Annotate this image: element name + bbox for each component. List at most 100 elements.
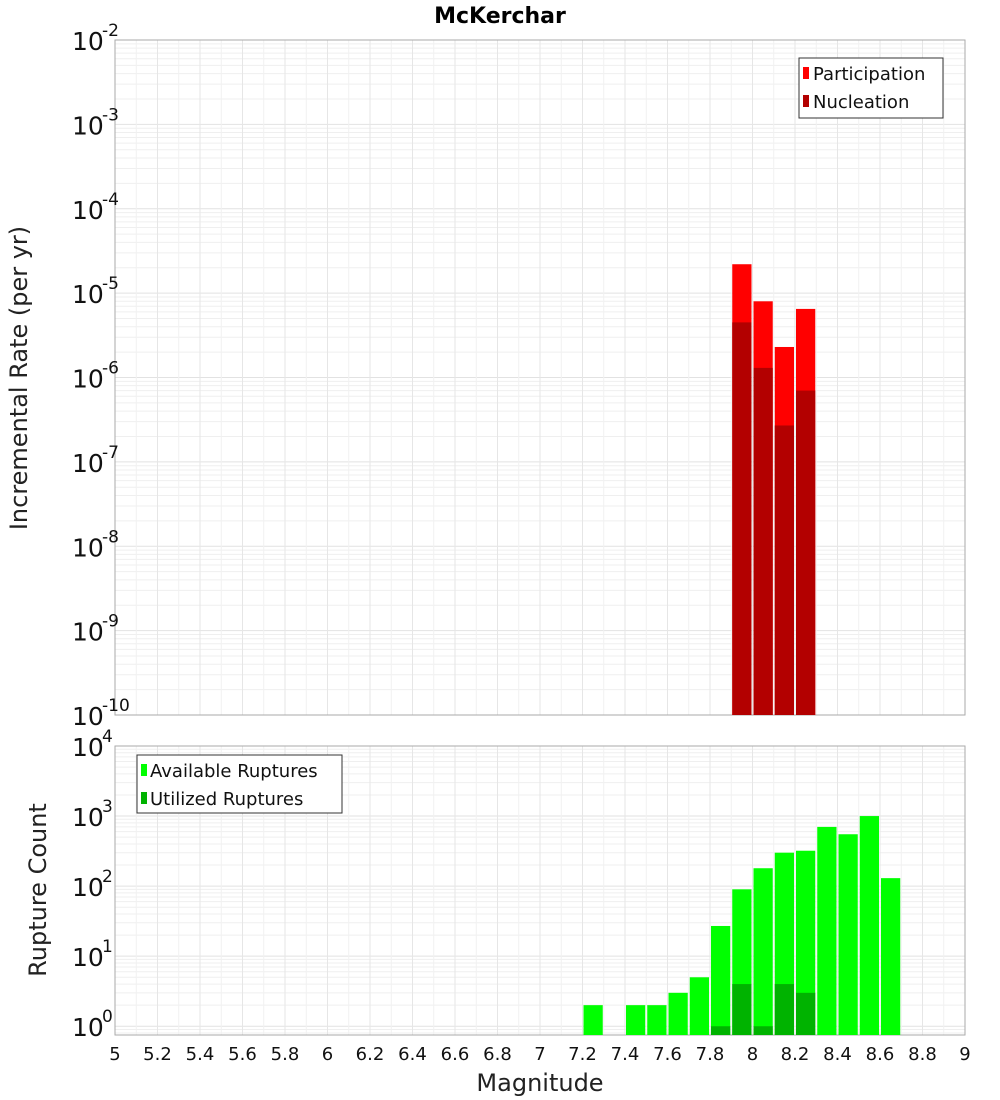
x-tick-label: 7.6 xyxy=(653,1044,682,1065)
bottom-y-tick-exponent: 4 xyxy=(102,727,113,747)
top-legend: Participation Nucleation xyxy=(798,57,944,119)
top-y-tick-exponent: -7 xyxy=(102,443,119,463)
x-tick-label: 6 xyxy=(322,1044,333,1065)
top-y-tick-exponent: -3 xyxy=(102,105,119,125)
top-nucleation-bar xyxy=(774,425,794,715)
top-y-tick-label: 10 xyxy=(72,196,104,225)
bottom-y-tick-label: 10 xyxy=(72,873,104,902)
x-tick-label: 8.6 xyxy=(866,1044,895,1065)
bottom-legend: Available Ruptures Utilized Ruptures xyxy=(136,754,343,814)
legend-label-available-ruptures: Available Ruptures xyxy=(150,761,318,782)
bottom-y-tick-label: 10 xyxy=(72,803,104,832)
top-y-tick: 10-9 xyxy=(72,612,119,647)
top-y-tick-exponent: -10 xyxy=(102,696,130,716)
bottom-available-ruptures-bar xyxy=(796,850,816,1035)
x-tick-label: 9 xyxy=(959,1044,970,1065)
top-y-tick-exponent: -2 xyxy=(102,21,119,41)
top-y-tick: 10-4 xyxy=(72,190,119,225)
bottom-utilized-ruptures-bar xyxy=(796,992,816,1035)
x-tick-label: 8 xyxy=(747,1044,758,1065)
top-y-tick-exponent: -6 xyxy=(102,359,119,379)
legend-label-nucleation: Nucleation xyxy=(813,92,909,113)
bottom-y-tick: 100 xyxy=(72,1007,113,1042)
bottom-legend-box xyxy=(136,754,343,814)
top-nucleation-bar xyxy=(732,322,752,715)
top-y-tick-exponent: -9 xyxy=(102,612,119,632)
bottom-y-axis-label: Rupture Count xyxy=(24,803,52,977)
top-y-tick: 10-5 xyxy=(72,274,119,309)
top-y-tick-exponent: -8 xyxy=(102,527,119,547)
legend-swatch-utilized-ruptures xyxy=(141,792,147,804)
bottom-available-ruptures-bar xyxy=(881,878,901,1035)
top-panel-frame xyxy=(114,39,966,716)
bottom-y-tick-exponent: 1 xyxy=(102,937,113,957)
x-tick-label: 5 xyxy=(109,1044,120,1065)
top-y-tick: 10-10 xyxy=(72,696,130,731)
x-axis-ticks: 5 5.2 5.4 5.6 5.8 6 6.2 6.4 6.6 6.8 7 7.2 7.4 7.6 7.8 8… xyxy=(109,1044,970,1065)
top-legend-box xyxy=(798,57,944,119)
x-tick-label: 6.4 xyxy=(398,1044,427,1065)
bottom-utilized-ruptures-bar xyxy=(711,1026,731,1035)
top-panel-grid xyxy=(114,39,966,716)
x-tick-label: 8.8 xyxy=(908,1044,937,1065)
x-tick-label: 8.4 xyxy=(823,1044,852,1065)
bottom-y-tick: 101 xyxy=(72,937,113,972)
x-tick-label: 8.2 xyxy=(781,1044,810,1065)
legend-label-participation: Participation xyxy=(813,64,925,85)
bottom-y-tick-exponent: 0 xyxy=(102,1007,113,1027)
top-y-tick-label: 10 xyxy=(72,280,104,309)
bottom-available-ruptures-bar xyxy=(817,826,837,1035)
top-nucleation-bar xyxy=(796,390,816,715)
top-y-tick-label: 10 xyxy=(72,702,104,731)
x-tick-label: 5.6 xyxy=(228,1044,257,1065)
top-y-tick-label: 10 xyxy=(72,365,104,394)
bottom-y-tick: 103 xyxy=(72,797,113,832)
bottom-panel-frame xyxy=(114,745,966,1036)
bottom-y-tick-exponent: 3 xyxy=(102,797,113,817)
bottom-utilized-ruptures-bar xyxy=(774,984,794,1035)
chart-title: McKerchar xyxy=(434,4,566,29)
top-y-tick-exponent: -5 xyxy=(102,274,119,294)
top-y-tick-label: 10 xyxy=(72,618,104,647)
bottom-y-tick-label: 10 xyxy=(72,943,104,972)
bottom-y-tick: 104 xyxy=(72,727,113,762)
x-tick-label: 7.8 xyxy=(696,1044,725,1065)
x-tick-label: 6.6 xyxy=(441,1044,470,1065)
top-y-tick: 10-2 xyxy=(72,21,119,56)
top-panel-bars xyxy=(732,264,816,715)
bottom-y-tick-label: 10 xyxy=(72,733,104,762)
top-y-tick-exponent: -4 xyxy=(102,190,119,210)
bottom-available-ruptures-bar xyxy=(626,1005,646,1035)
top-y-tick-label: 10 xyxy=(72,449,104,478)
x-tick-label: 5.8 xyxy=(271,1044,300,1065)
bottom-utilized-ruptures-bar xyxy=(753,1026,773,1035)
x-tick-label: 7.2 xyxy=(568,1044,597,1065)
x-tick-label: 5.2 xyxy=(143,1044,172,1065)
x-tick-label: 6.8 xyxy=(483,1044,512,1065)
bottom-available-ruptures-bar xyxy=(647,1005,667,1035)
x-tick-label: 5.4 xyxy=(186,1044,215,1065)
bottom-y-tick-label: 10 xyxy=(72,1013,104,1042)
x-axis-label: Magnitude xyxy=(476,1069,603,1097)
top-y-tick: 10-3 xyxy=(72,105,119,140)
top-nucleation-bar xyxy=(753,367,773,715)
bottom-available-ruptures-bar xyxy=(753,868,773,1035)
top-y-tick: 10-7 xyxy=(72,443,119,478)
top-y-axis-label: Incremental Rate (per yr) xyxy=(5,226,33,530)
bottom-y-tick: 102 xyxy=(72,867,113,902)
legend-label-utilized-ruptures: Utilized Ruptures xyxy=(150,789,303,810)
legend-swatch-available-ruptures xyxy=(141,764,147,776)
bottom-available-ruptures-bar xyxy=(711,925,731,1035)
bottom-utilized-ruptures-bar xyxy=(732,984,752,1035)
bottom-y-tick-exponent: 2 xyxy=(102,867,113,887)
bottom-available-ruptures-bar xyxy=(838,834,858,1035)
legend-swatch-nucleation xyxy=(803,95,809,107)
top-y-tick-label: 10 xyxy=(72,111,104,140)
x-tick-label: 7 xyxy=(534,1044,545,1065)
bottom-available-ruptures-bar xyxy=(668,992,688,1035)
bottom-available-ruptures-bar xyxy=(859,816,879,1035)
legend-swatch-participation xyxy=(803,67,809,79)
